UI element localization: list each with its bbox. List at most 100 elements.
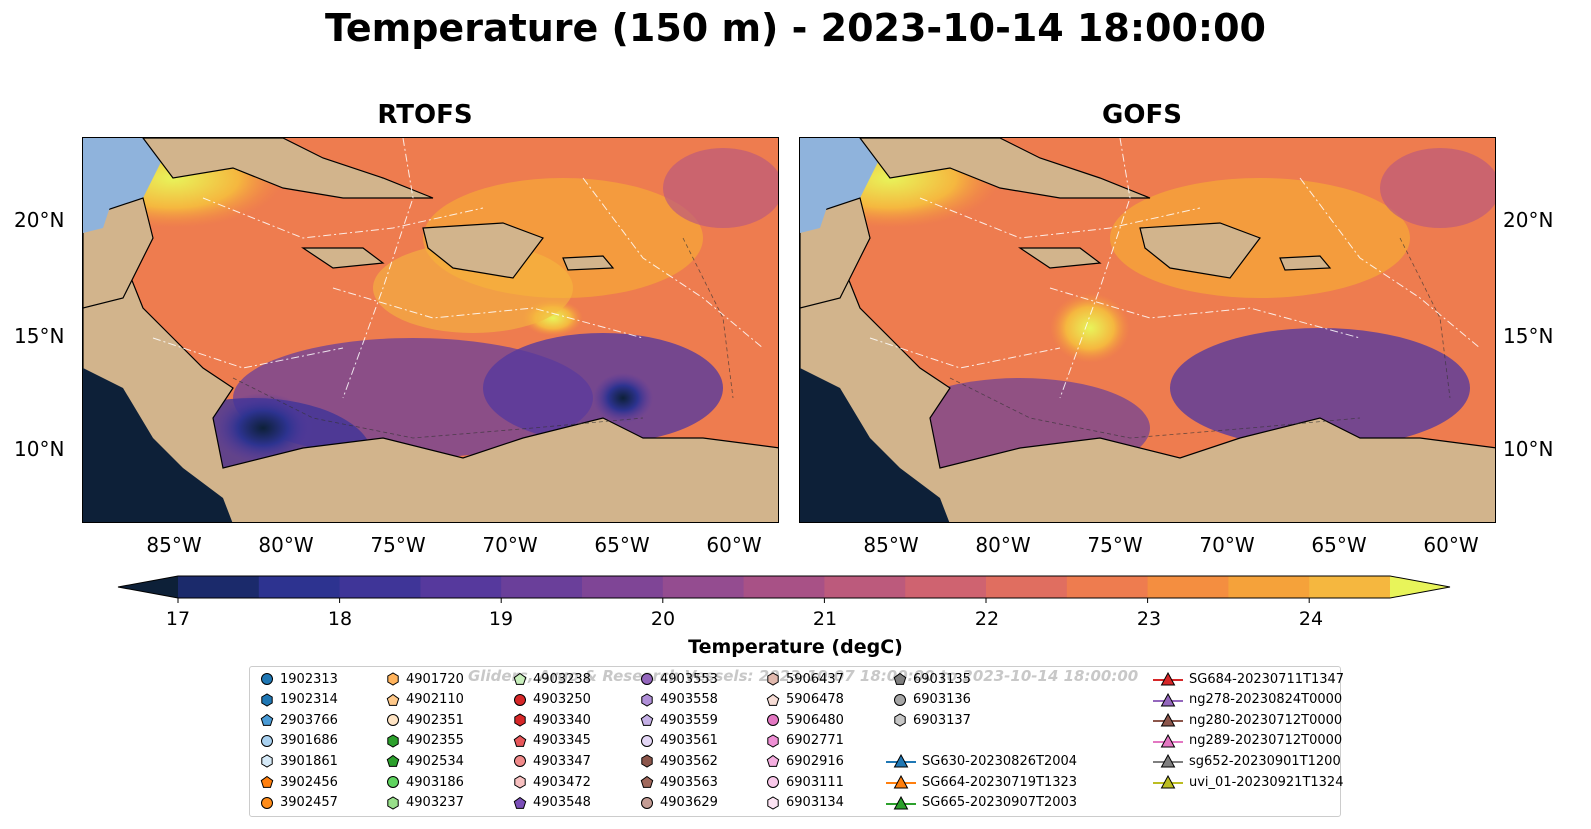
legend-item-label: 4903562 [660, 753, 718, 769]
legend-item: 6902916 [766, 751, 844, 771]
colorbar-tick-18: 18 [327, 608, 353, 630]
legend-item-label: 2903766 [280, 712, 338, 728]
lon-label-75w-rtofs: 75°W [370, 533, 426, 557]
legend-item-label: 3902456 [280, 774, 338, 790]
legend-marker-pentagon [260, 714, 274, 727]
legend-item: 4903629 [640, 793, 718, 813]
colorbar-extend-max [1390, 576, 1450, 598]
legend-item-label: 4903561 [660, 733, 718, 749]
legend-item-label: 6902771 [786, 733, 844, 749]
lon-label-80w-gofs: 80°W [975, 533, 1031, 557]
legend-item-label: 4902355 [406, 733, 464, 749]
legend-item: ng278-20230824T0000 [1153, 690, 1342, 710]
colorbar-bin [662, 576, 745, 598]
colorbar-bin [582, 576, 664, 598]
panel-title-gofs: GOFS [1102, 100, 1182, 130]
colorbar-bin [905, 576, 987, 598]
legend-marker-circle [641, 734, 653, 747]
map-panel-rtofs [82, 137, 779, 523]
colorbar-bin [743, 576, 825, 598]
legend-marker-circle [261, 673, 273, 685]
legend-marker-triangle [1153, 775, 1183, 789]
colorbar-bin [178, 576, 260, 598]
legend-item-label: 4903548 [533, 795, 591, 811]
legend-item: 6903134 [766, 793, 844, 813]
legend-item: 6903136 [893, 690, 971, 710]
legend-item-label: 4903345 [533, 733, 591, 749]
legend-item-label: sg652-20230901T1200 [1189, 753, 1341, 769]
lon-label-60w-gofs: 60°W [1423, 533, 1479, 557]
legend-item-label: SG630-20230826T2004 [922, 753, 1078, 769]
map-gofs [800, 138, 1495, 522]
legend-item-label: 4903559 [660, 712, 718, 728]
legend-item-label: 4903237 [406, 795, 464, 811]
legend-item-label: 3901861 [280, 753, 338, 769]
legend-marker-pentagon [766, 755, 780, 768]
legend-item: 6903111 [766, 772, 844, 792]
legend-item-label: 6902916 [786, 753, 844, 769]
legend-item: 4903340 [513, 710, 591, 730]
colorbar-tick-17: 17 [165, 608, 191, 630]
legend-item-label: 6903135 [913, 671, 971, 687]
legend-item-label: SG664-20230719T1323 [922, 774, 1078, 790]
legend-item: 4903559 [640, 710, 718, 730]
colorbar-bin [1066, 576, 1149, 598]
legend-marker-triangle [1153, 733, 1183, 748]
legend-item-label: 4903186 [406, 774, 464, 790]
legend-item: 4903347 [513, 751, 591, 771]
legend-item: 5906437 [766, 669, 844, 689]
colorbar-label: Temperature (degC) [688, 636, 903, 658]
legend-item: 5906478 [766, 690, 844, 710]
legend-item-label: 4902110 [406, 692, 464, 708]
legend-item: SG684-20230711T1347 [1153, 669, 1344, 689]
legend-item: 4903345 [513, 731, 591, 751]
legend-marker-pentagon [640, 714, 654, 727]
legend-marker-hexagon [514, 713, 526, 727]
legend-item: 3902457 [260, 793, 338, 813]
legend-marker-pentagon [386, 755, 400, 768]
lon-label-60w-rtofs: 60°W [706, 533, 762, 557]
legend-item-label: 5906480 [786, 712, 844, 728]
legend-item: ng289-20230712T0000 [1153, 731, 1342, 751]
legend-marker-hexagon [387, 796, 399, 810]
colorbar-bin [339, 576, 421, 598]
legend-marker-circle [641, 673, 653, 685]
legend-item: ng280-20230712T0000 [1153, 710, 1342, 730]
legend-marker-triangle [886, 775, 916, 789]
legend: Gliders, Argo & Research Vessels: 2023-1… [249, 666, 1344, 817]
lat-label-20n-left: 20°N [14, 208, 65, 232]
lat-label-10n-right: 10°N [1503, 437, 1554, 461]
legend-marker-hexagon [767, 672, 779, 686]
legend-marker-hexagon [514, 775, 526, 789]
legend-item: 3901861 [260, 751, 338, 771]
legend-item-label: uvi_01-20230921T1324 [1189, 774, 1344, 790]
legend-marker-circle [261, 796, 273, 809]
colorbar-tick-22: 22 [974, 608, 1000, 630]
legend-item-label: 4903250 [533, 692, 591, 708]
legend-marker-pentagon [513, 734, 527, 747]
legend-item-label: 4903558 [660, 692, 718, 708]
lon-label-80w-rtofs: 80°W [258, 533, 314, 557]
map-rtofs [83, 138, 778, 522]
legend-item-label: 4903563 [660, 774, 718, 790]
legend-marker-triangle [1153, 672, 1183, 686]
legend-marker-hexagon [387, 734, 399, 748]
legend-item-label: 4903629 [660, 795, 718, 811]
legend-item: 2903766 [260, 710, 338, 730]
lat-label-10n-left: 10°N [14, 437, 65, 461]
panel-title-rtofs: RTOFS [377, 100, 473, 130]
legend-marker-circle [894, 693, 906, 706]
legend-item: SG664-20230719T1323 [886, 772, 1077, 792]
colorbar-bin [1309, 576, 1391, 598]
legend-item: SG665-20230907T2003 [886, 793, 1077, 813]
lon-label-85w-gofs: 85°W [863, 533, 919, 557]
legend-marker-circle [514, 693, 526, 706]
legend-item-label: 4902534 [406, 753, 464, 769]
lon-label-85w-rtofs: 85°W [146, 533, 202, 557]
legend-item-label: 1902313 [280, 671, 338, 687]
legend-item: 4903558 [640, 690, 718, 710]
colorbar-tick-20: 20 [650, 608, 676, 630]
legend-item-label: 6903111 [786, 774, 844, 790]
legend-marker-hexagon [767, 734, 779, 748]
legend-item-label: 3902457 [280, 795, 338, 811]
